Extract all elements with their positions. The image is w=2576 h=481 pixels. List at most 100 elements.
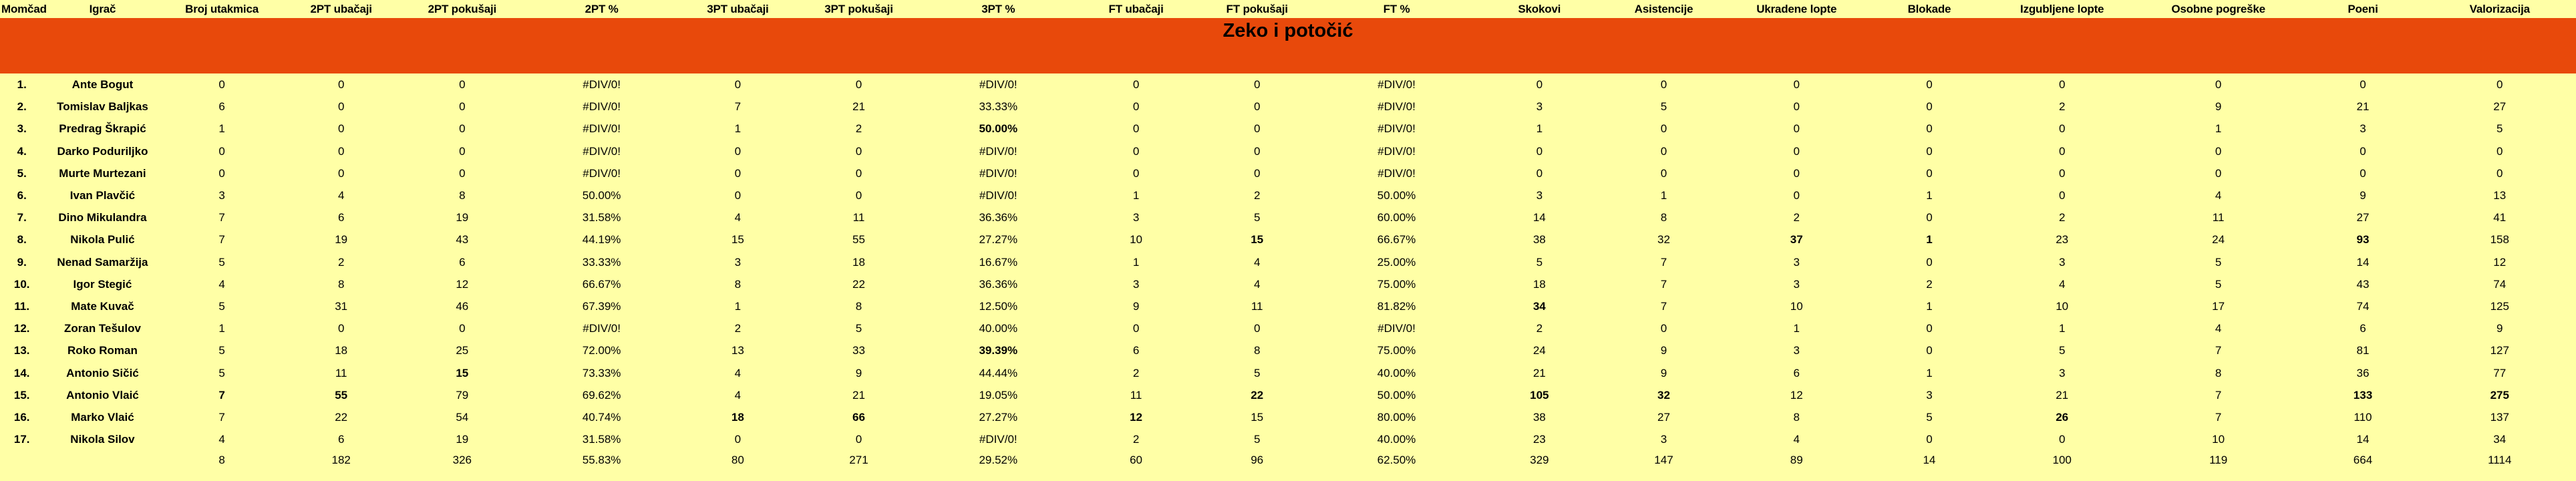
- table-row[interactable]: 16. Marko Vlaić 7 22 54 40.74% 18 66 27.27% 12 15 8…: [0, 406, 2576, 428]
- player-name[interactable]: Tomislav Baljkas: [57, 100, 148, 114]
- player-name[interactable]: Nikola Pulić: [70, 233, 135, 247]
- player-name[interactable]: Ivan Plavčić: [69, 189, 136, 202]
- stat-cell: 7: [218, 233, 225, 247]
- stat-cell: 23: [1533, 433, 1546, 446]
- column-header-poeni[interactable]: Poeni: [2348, 2, 2378, 15]
- table-row[interactable]: 9. Nenad Samaržija 5 2 6 33.33% 3 18 16.67% 1 4 25.…: [0, 251, 2576, 273]
- stat-cell: 1: [218, 122, 225, 136]
- column-header-ft-percent[interactable]: FT %: [1383, 2, 1410, 15]
- stat-cell: 10: [2212, 433, 2225, 446]
- stat-cell: 1: [734, 122, 742, 136]
- stat-cell: 19.05%: [979, 388, 1018, 402]
- table-row[interactable]: 2. Tomislav Baljkas 6 0 0 #DIV/0! 7 21 33.33% 0 0 #…: [0, 96, 2576, 118]
- stat-cell: 19: [335, 233, 348, 247]
- player-name[interactable]: Mate Kuvač: [71, 299, 134, 313]
- stat-cell: 3: [1536, 100, 1543, 114]
- table-row[interactable]: 3. Predrag Škrapić 1 0 0 #DIV/0! 1 2 50.00% 0 0 #DI…: [0, 118, 2576, 140]
- column-header-2pt-ubacaji[interactable]: 2PT ubačaji: [310, 2, 372, 15]
- column-header-broj-utakmica[interactable]: Broj utakmica: [185, 2, 259, 15]
- player-name[interactable]: Ante Bogut: [71, 78, 134, 92]
- stat-cell: 0: [1793, 100, 1800, 114]
- table-row[interactable]: 10. Igor Stegić 4 8 12 66.67% 8 22 36.36% 3 4 75.00…: [0, 273, 2576, 295]
- column-header-blokade[interactable]: Blokade: [1907, 2, 1951, 15]
- stat-cell: 2: [734, 322, 742, 335]
- table-row[interactable]: 11. Mate Kuvač 5 31 46 67.39% 1 8 12.50% 9 11 81.82…: [0, 295, 2576, 317]
- column-header-ft-pokusaji[interactable]: FT pokušaji: [1226, 2, 1288, 15]
- player-name[interactable]: Marko Vlaić: [71, 410, 134, 424]
- column-header-3pt-percent[interactable]: 3PT %: [981, 2, 1015, 15]
- column-header-igrac[interactable]: Igrač: [89, 2, 116, 15]
- stat-cell: 38: [1533, 410, 1546, 424]
- stat-cell: 19: [456, 211, 469, 224]
- column-header-momcad[interactable]: Momčad: [1, 2, 47, 15]
- column-header-izgubljene-lopte[interactable]: Izgubljene lopte: [2020, 2, 2104, 15]
- stat-cell: 5: [1536, 255, 1543, 269]
- column-header-osobne-pogreske[interactable]: Osobne pogreške: [2171, 2, 2265, 15]
- table-row[interactable]: 14. Antonio Sičić 5 11 15 73.33% 4 9 44.44% 2 5 40.…: [0, 361, 2576, 383]
- stat-cell: 2: [1926, 277, 1933, 291]
- column-header-2pt-percent[interactable]: 2PT %: [585, 2, 619, 15]
- player-name[interactable]: Antonio Vlaić: [66, 388, 139, 402]
- table-row[interactable]: 13. Roko Roman 5 18 25 72.00% 13 33 39.39% 6 8 75.0…: [0, 339, 2576, 361]
- stat-cell: 0: [2058, 122, 2066, 136]
- stat-cell: 25: [456, 344, 469, 357]
- player-name[interactable]: Antonio Sičić: [66, 366, 139, 379]
- player-name[interactable]: Nikola Silov: [70, 433, 135, 446]
- column-header-skokovi[interactable]: Skokovi: [1518, 2, 1561, 15]
- table-row[interactable]: 6. Ivan Plavčić 3 4 8 50.00% 0 0 #DIV/0! 1 2 50.00%…: [0, 184, 2576, 206]
- stat-cell: 21: [2056, 388, 2069, 402]
- player-name[interactable]: Roko Roman: [67, 344, 138, 357]
- stat-cell: 4: [2215, 322, 2222, 335]
- table-row[interactable]: 5. Murte Murtezani 0 0 0 #DIV/0! 0 0 #DIV/0! 0 0 #D…: [0, 162, 2576, 184]
- row-rank: 12.: [13, 322, 30, 335]
- stat-cell: 33.33%: [979, 100, 1018, 114]
- stat-cell: 5: [218, 344, 225, 357]
- column-header-ft-ubacaji[interactable]: FT ubačaji: [1108, 2, 1164, 15]
- stat-cell: 4: [337, 189, 345, 202]
- table-row[interactable]: 8. Nikola Pulić 7 19 43 44.19% 15 55 27.27% 10 15 6…: [0, 228, 2576, 251]
- table-row[interactable]: 17. Nikola Silov 4 6 19 31.58% 0 0 #DIV/0! 2 5 40.0…: [0, 428, 2576, 450]
- stat-cell: 93: [2356, 233, 2370, 247]
- column-header-3pt-ubacaji[interactable]: 3PT ubačaji: [707, 2, 769, 15]
- stat-cell: 5: [2058, 344, 2066, 357]
- column-header-asistencije[interactable]: Asistencije: [1634, 2, 1694, 15]
- table-row[interactable]: 1. Ante Bogut 0 0 0 #DIV/0! 0 0 #DIV/0! 0 0 #DIV/0!…: [0, 73, 2576, 96]
- column-header-3pt-pokusaji[interactable]: 3PT pokušaji: [824, 2, 893, 15]
- totals-cell: 80: [731, 454, 744, 467]
- stat-cell: 0: [1536, 166, 1543, 180]
- stat-cell: 0: [1253, 322, 1261, 335]
- table-row[interactable]: 15. Antonio Vlaić 7 55 79 69.62% 4 21 19.05% 11 22…: [0, 384, 2576, 406]
- stat-cell: 5: [1253, 433, 1261, 446]
- stat-cell: 33: [852, 344, 865, 357]
- player-name[interactable]: Nenad Samaržija: [57, 255, 148, 269]
- table-row[interactable]: 4. Darko Poduriljko 0 0 0 #DIV/0! 0 0 #DIV/0! 0 0 #…: [0, 140, 2576, 162]
- stat-cell: 7: [1660, 255, 1667, 269]
- column-header-ukradene-lopte[interactable]: Ukradene lopte: [1756, 2, 1837, 15]
- stat-cell: 36: [2356, 366, 2370, 379]
- stat-cell: 5: [218, 299, 225, 313]
- totals-cell: 8: [218, 454, 225, 467]
- stat-cell: 275: [2490, 388, 2509, 402]
- column-header-2pt-pokusaji[interactable]: 2PT pokušaji: [428, 2, 497, 15]
- stat-cell: 2: [1253, 189, 1261, 202]
- player-name[interactable]: Predrag Škrapić: [59, 122, 146, 136]
- stat-cell: 0: [1132, 322, 1140, 335]
- player-name[interactable]: Zoran Tešulov: [63, 322, 141, 335]
- stat-cell: 0: [1660, 144, 1667, 158]
- stat-cell: 5: [218, 255, 225, 269]
- player-name[interactable]: Murte Murtezani: [59, 166, 146, 180]
- stat-cell: 44.44%: [979, 366, 1018, 379]
- table-row[interactable]: 7. Dino Mikulandra 7 6 19 31.58% 4 11 36.36% 3 5 60…: [0, 206, 2576, 228]
- stat-cell: 7: [2215, 344, 2222, 357]
- player-name[interactable]: Darko Poduriljko: [57, 144, 148, 158]
- stat-cell: 18: [852, 255, 865, 269]
- stat-cell: 27.27%: [979, 410, 1018, 424]
- stat-cell: 0: [1536, 78, 1543, 92]
- player-name[interactable]: Igor Stegić: [73, 277, 132, 291]
- column-header-valorizacija[interactable]: Valorizacija: [2469, 2, 2530, 15]
- stat-cell: 0: [1253, 122, 1261, 136]
- stat-cell: 0: [1132, 100, 1140, 114]
- player-name[interactable]: Dino Mikulandra: [58, 211, 147, 224]
- stat-cell: 14: [1533, 211, 1546, 224]
- table-row[interactable]: 12. Zoran Tešulov 1 0 0 #DIV/0! 2 5 40.00% 0 0 #DIV…: [0, 317, 2576, 339]
